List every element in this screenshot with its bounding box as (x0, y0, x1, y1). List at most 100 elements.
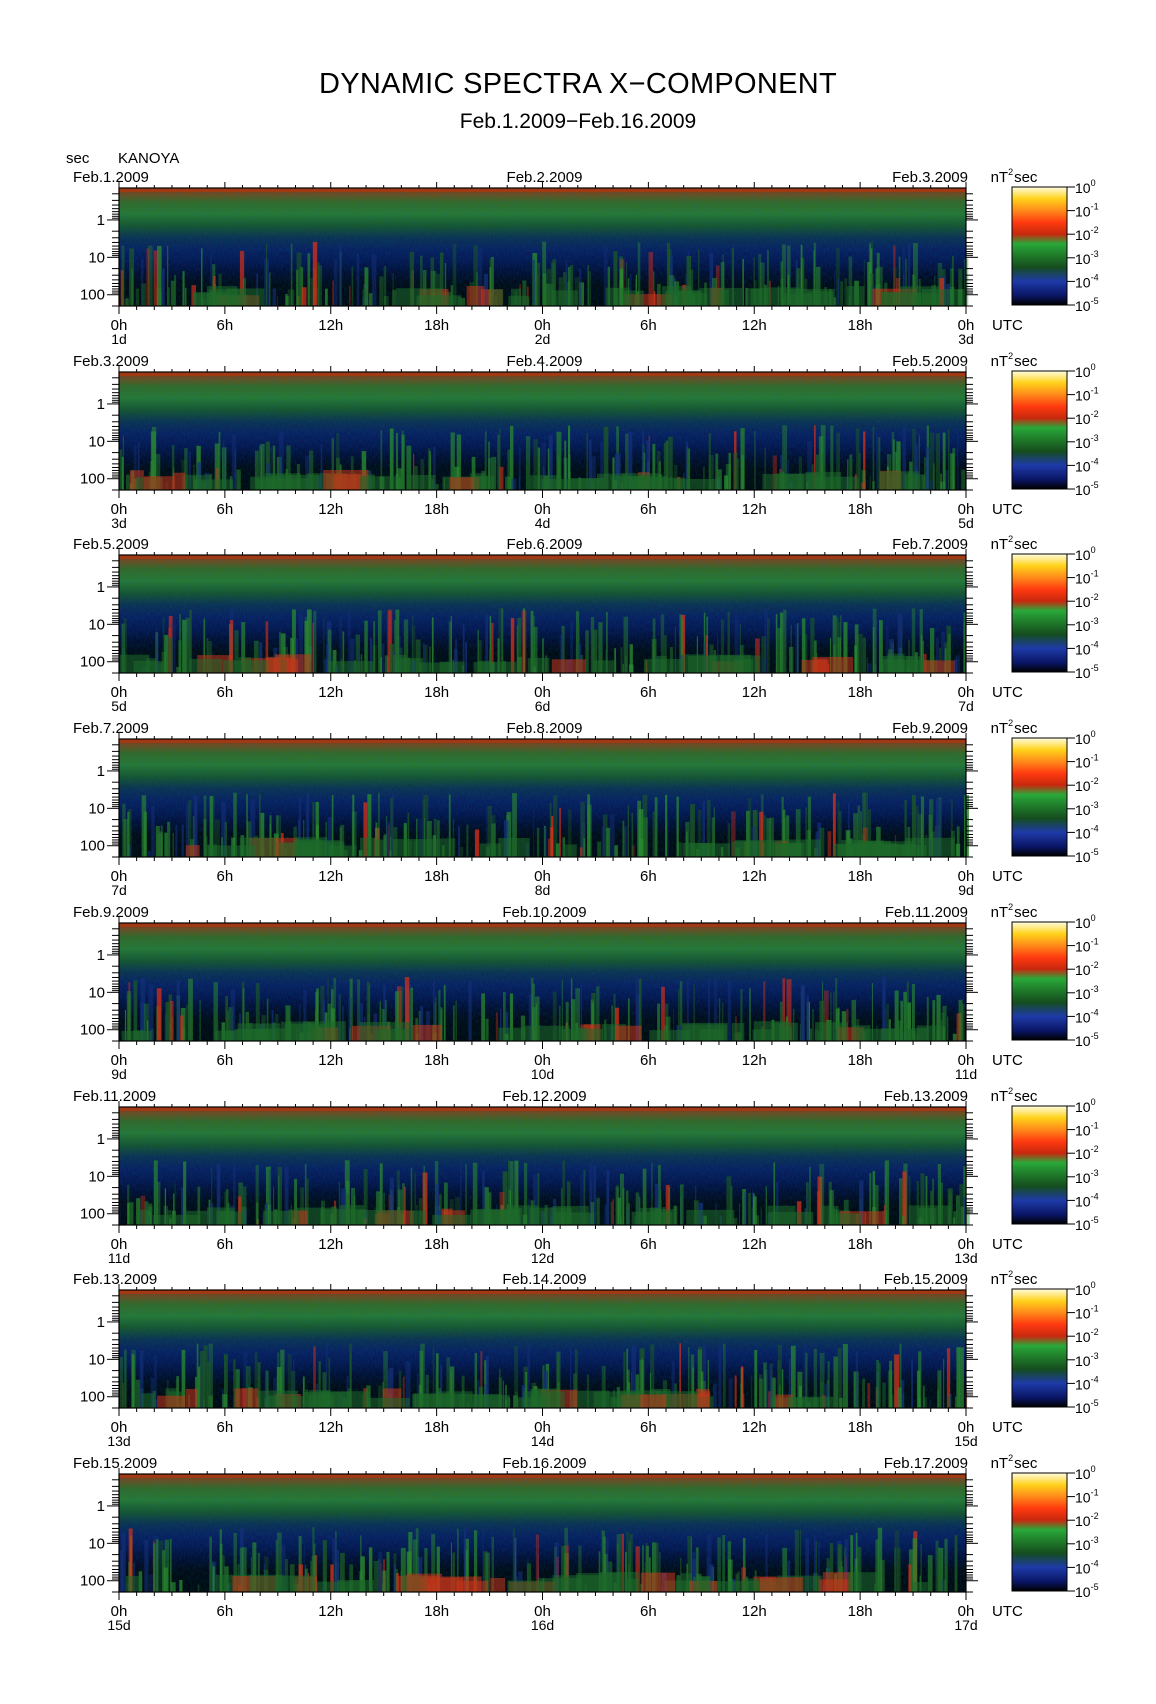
x-tick-label: 6h (217, 317, 234, 334)
page-title: DYNAMIC SPECTRA X−COMPONENT (318, 68, 838, 100)
y-tick-label: 100 (80, 1206, 105, 1223)
x-tick-label: 6h (217, 868, 234, 885)
x-tick-label: 6h (640, 317, 657, 334)
colorbar-label: 10-5 (1075, 296, 1099, 314)
x-tick-label: 0h (111, 1419, 128, 1436)
colorbar-label-base: 10 (1075, 641, 1091, 657)
x-tick-label: 0h (958, 1236, 975, 1253)
colorbar-label-exp: -4 (1091, 1374, 1099, 1384)
x-tick-label: 18h (424, 317, 449, 334)
day-label-left: 7d (111, 882, 127, 898)
x-axis-unit: UTC (992, 501, 1023, 518)
y-tick-label: 10 (88, 1535, 105, 1552)
x-tick-label: 0h (958, 1603, 975, 1620)
colorbar (1011, 186, 1068, 306)
x-tick-label: 18h (848, 1419, 873, 1436)
spectrum-activity (120, 241, 969, 306)
x-tick-label: 12h (742, 317, 767, 334)
colorbar-label-base: 10 (1075, 547, 1091, 563)
y-tick-label: 100 (80, 287, 105, 304)
x-tick-label: 6h (640, 1419, 657, 1436)
x-tick-label: 0h (111, 868, 128, 885)
y-tick-label: 10 (88, 433, 105, 450)
spectrum-noise (119, 1107, 966, 1225)
colorbar-label-base: 10 (1075, 962, 1091, 978)
colorbar-label-exp: 0 (1091, 1097, 1096, 1107)
day-label-left: 9d (111, 1066, 127, 1082)
colorbar-unit-exp: 2 (1008, 1269, 1013, 1279)
x-axis-ticks (118, 733, 967, 865)
panel-date-mid: Feb.2.2009 (507, 169, 583, 186)
colorbar-label: 10-3 (1075, 433, 1099, 451)
x-tick-label: 0h (111, 684, 128, 701)
x-tick-label: 6h (217, 1052, 234, 1069)
x-tick-label: 18h (424, 684, 449, 701)
colorbar-label-exp: -4 (1091, 639, 1099, 649)
day-label-right: 3d (958, 331, 974, 347)
spectrum-activity (121, 976, 965, 1041)
colorbar-label-exp: -4 (1091, 1191, 1099, 1201)
colorbar-label-base: 10 (1075, 1584, 1091, 1600)
day-label-right: 13d (954, 1250, 977, 1266)
y-tick-label: 10 (88, 616, 105, 633)
panel-date-left: Feb.5.2009 (73, 536, 149, 553)
colorbar-label: 10-4 (1075, 639, 1099, 657)
colorbar-label-base: 10 (1075, 1170, 1091, 1186)
panel-date-left: Feb.13.2009 (73, 1271, 157, 1288)
x-tick-label: 12h (742, 1052, 767, 1069)
x-tick-label: 0h (534, 684, 551, 701)
colorbar-label: 10-3 (1075, 984, 1099, 1002)
colorbar-label-base: 10 (1075, 1099, 1091, 1115)
colorbar-label-base: 10 (1075, 482, 1091, 498)
colorbar-label-base: 10 (1075, 1146, 1091, 1162)
colorbar-label-base: 10 (1075, 1400, 1091, 1416)
day-label-right: 17d (954, 1617, 977, 1633)
colorbar-label-base: 10 (1075, 986, 1091, 1002)
colorbar-label: 10-5 (1075, 1582, 1099, 1600)
y-tick-label: 1 (97, 947, 105, 964)
x-axis-unit: UTC (992, 868, 1023, 885)
colorbar-unit-base: nT (991, 904, 1009, 921)
day-label-right: 9d (958, 882, 974, 898)
spectrum-top-band (119, 1290, 966, 1294)
y-tick-label: 1 (97, 1131, 105, 1148)
panel-date-right: Feb.5.2009 (892, 353, 968, 370)
y-tick-label: 1 (97, 1314, 105, 1331)
x-tick-label: 0h (534, 1052, 551, 1069)
colorbar-label: 10-4 (1075, 823, 1099, 841)
colorbar-unit-base: nT (991, 169, 1009, 186)
y-axis-ticks (107, 1479, 978, 1593)
colorbar-label-base: 10 (1075, 618, 1091, 634)
colorbar-unit-exp: 2 (1008, 1453, 1013, 1463)
colorbar-label-base: 10 (1075, 665, 1091, 681)
colorbar-label-exp: -1 (1091, 202, 1099, 212)
y-tick-label: 1 (97, 1498, 105, 1515)
x-tick-label: 0h (958, 1419, 975, 1436)
x-tick-label: 0h (534, 868, 551, 885)
x-tick-label: 6h (640, 501, 657, 518)
colorbar-unit-tail: sec (1014, 1455, 1038, 1472)
x-axis-ticks (118, 917, 967, 1049)
day-label-mid: 8d (535, 882, 551, 898)
colorbar-unit: nT2sec (991, 1269, 1038, 1288)
x-tick-label: 6h (217, 1603, 234, 1620)
day-label-mid: 10d (531, 1066, 554, 1082)
colorbar-label: 100 (1075, 1280, 1096, 1298)
x-tick-label: 12h (318, 501, 343, 518)
colorbar-label-base: 10 (1075, 571, 1091, 587)
x-tick-label: 6h (640, 1236, 657, 1253)
x-tick-label: 0h (111, 501, 128, 518)
colorbar-label: 100 (1075, 913, 1096, 931)
colorbar-label-exp: -4 (1091, 272, 1099, 282)
y-axis-ticks (107, 928, 978, 1042)
colorbar-label-base: 10 (1075, 939, 1091, 955)
colorbar-label: 10-1 (1075, 1121, 1099, 1139)
day-label-right: 15d (954, 1433, 977, 1449)
colorbar-label-exp: -3 (1091, 433, 1099, 443)
colorbar-label-base: 10 (1075, 778, 1091, 794)
colorbar-label-exp: -3 (1091, 1351, 1099, 1361)
colorbar-label-base: 10 (1075, 388, 1091, 404)
colorbar-label-base: 10 (1075, 298, 1091, 314)
colorbar-unit-base: nT (991, 536, 1009, 553)
colorbar-label-exp: -5 (1091, 663, 1099, 673)
